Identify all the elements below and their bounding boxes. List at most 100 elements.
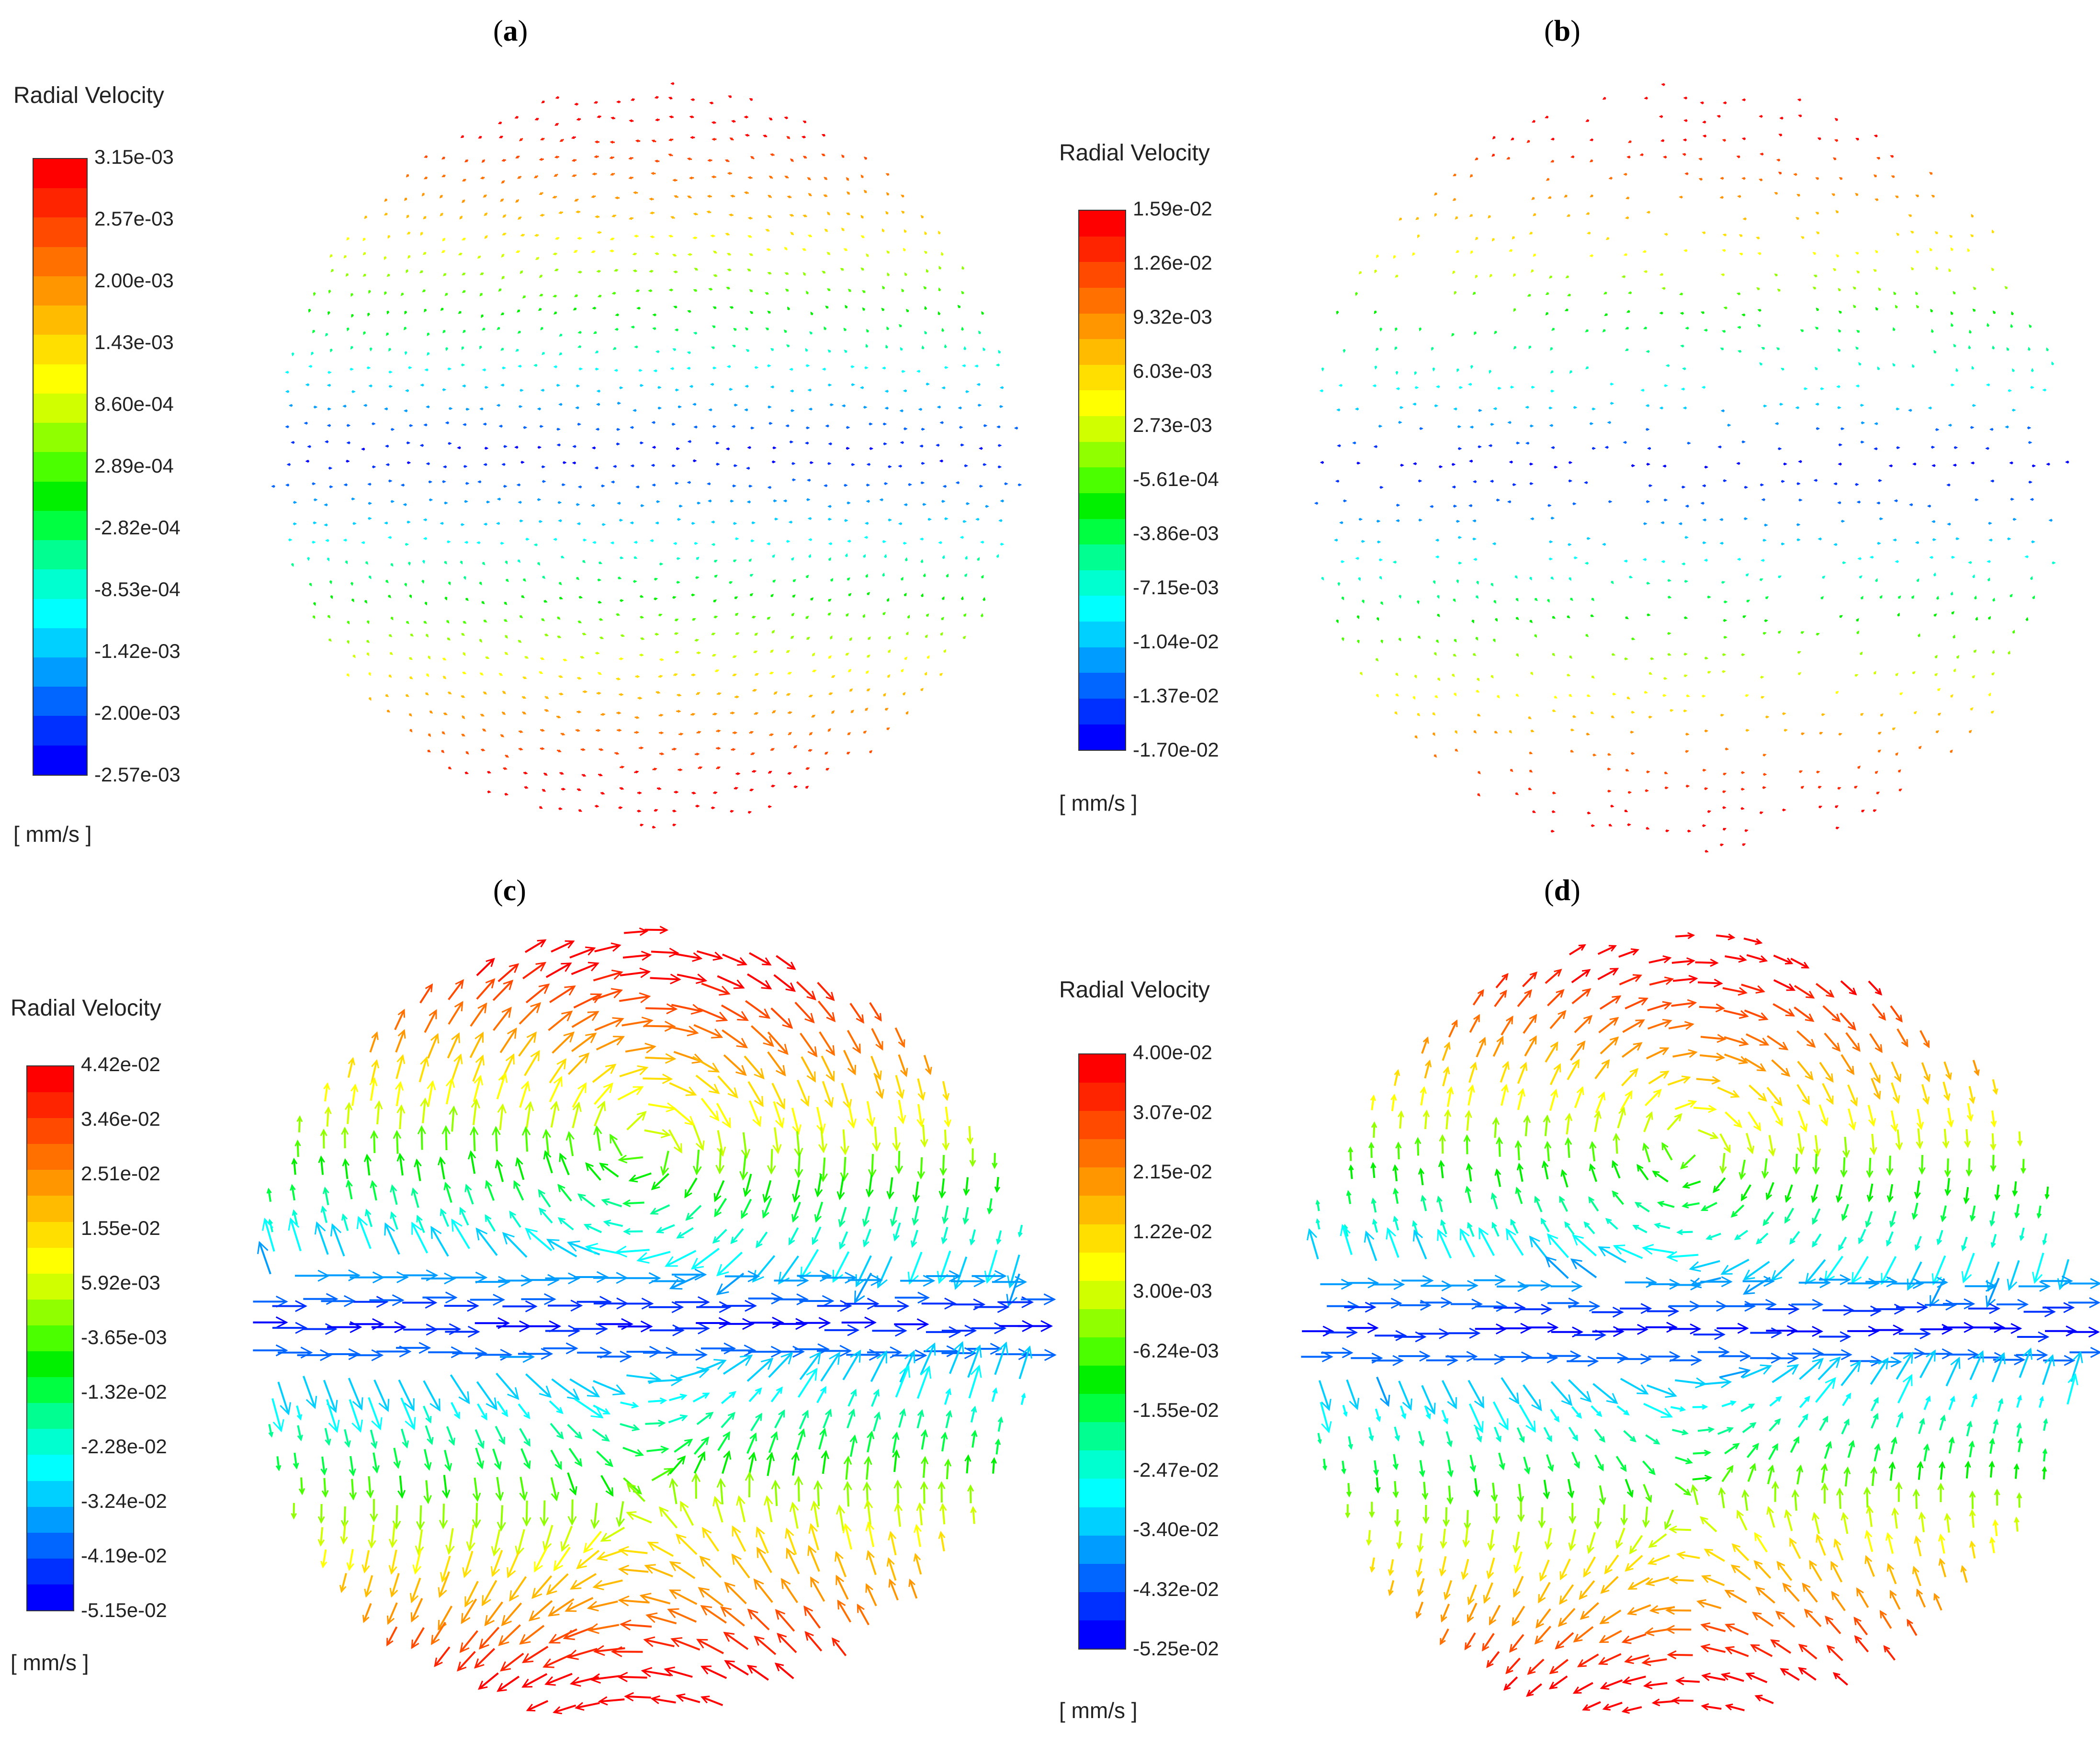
velocity-vector-head (840, 1145, 849, 1155)
velocity-vector-head (922, 428, 926, 431)
velocity-vector-head (423, 423, 427, 427)
velocity-vector-head (1892, 327, 1896, 331)
velocity-vector-head (1608, 790, 1612, 793)
velocity-vector-head (1815, 177, 1819, 180)
velocity-vector-head (948, 1270, 961, 1282)
velocity-vector-head (368, 672, 371, 676)
velocity-vector-head (559, 139, 563, 142)
velocity-vector (427, 1081, 434, 1107)
velocity-vector-head (1934, 673, 1938, 677)
velocity-vector-head (745, 466, 750, 470)
velocity-vector-head (1553, 791, 1557, 794)
velocity-vector-head (941, 596, 945, 600)
velocity-vector-head (384, 257, 387, 260)
velocity-vector-head (557, 1184, 565, 1192)
velocity-vector-head (424, 368, 428, 372)
velocity-vector-head (1719, 542, 1723, 545)
velocity-vector-head (938, 1190, 946, 1199)
velocity-vector-head (540, 214, 543, 217)
velocity-vector (767, 1051, 786, 1076)
velocity-vector-head (573, 307, 576, 311)
velocity-vector-head (1742, 440, 1746, 443)
velocity-vector-head (1888, 464, 1892, 467)
velocity-vector-head (803, 271, 806, 275)
velocity-vector-head (1547, 599, 1550, 603)
velocity-vector-head (1377, 520, 1381, 523)
velocity-vector-head (2006, 347, 2010, 351)
velocity-vector-head (617, 428, 621, 431)
velocity-vector-head (904, 427, 908, 430)
velocity-vector-head (1702, 694, 1706, 698)
velocity-vector-head (768, 770, 772, 774)
velocity-vector (778, 1255, 800, 1284)
velocity-vector-head (575, 210, 579, 214)
velocity-vector-head (2013, 518, 2017, 521)
velocity-vector-head (1736, 155, 1740, 158)
velocity-vector (922, 1124, 926, 1146)
colorbar-band (34, 188, 87, 218)
velocity-vector-head (409, 595, 412, 599)
velocity-vector-head (1812, 252, 1816, 255)
velocity-vector-head (1554, 695, 1558, 699)
velocity-vector (797, 1079, 809, 1106)
velocity-vector-head (568, 1325, 581, 1337)
velocity-vector (911, 1230, 919, 1247)
velocity-vector-head (362, 252, 366, 256)
colorbar-band (34, 335, 87, 364)
velocity-vector-head (1688, 829, 1692, 833)
velocity-vector-head (979, 447, 982, 450)
velocity-vector-head (756, 1240, 763, 1248)
velocity-vector-head (689, 176, 692, 180)
velocity-vector-head (765, 292, 768, 295)
velocity-vector-head (1836, 385, 1840, 388)
velocity-vector-head (1591, 598, 1594, 601)
velocity-vector-head (1397, 503, 1400, 507)
velocity-vector-head (621, 1318, 634, 1330)
velocity-vector-head (1498, 386, 1502, 390)
velocity-vector-head (866, 670, 869, 674)
velocity-vector-head (809, 331, 813, 335)
velocity-vector-head (1822, 713, 1826, 716)
velocity-vector-head (714, 575, 718, 578)
velocity-vector-head (831, 710, 835, 713)
velocity-vector-head (430, 1226, 442, 1239)
velocity-vector-head (640, 1320, 653, 1333)
velocity-vector-head (901, 211, 904, 214)
velocity-vector-head (1532, 120, 1535, 123)
velocity-vector-head (699, 766, 703, 769)
velocity-vector-head (980, 541, 983, 544)
velocity-vector (774, 1127, 779, 1153)
velocity-vector-head (1394, 711, 1398, 715)
colorbar-band (34, 510, 87, 541)
velocity-vector-head (559, 1153, 567, 1162)
velocity-vector (668, 1129, 682, 1153)
velocity-vector-head (680, 733, 684, 736)
velocity-vector-head (1546, 178, 1549, 181)
velocity-vector-head (687, 1025, 699, 1037)
velocity-vector-head (1434, 213, 1437, 217)
velocity-vector (594, 1018, 623, 1031)
velocity-vector-head (630, 426, 633, 429)
velocity-vector-head (1929, 248, 1932, 251)
velocity-vector (669, 1082, 696, 1096)
velocity-vector-head (670, 973, 681, 984)
velocity-vector (411, 1222, 429, 1254)
velocity-vector-head (552, 195, 556, 199)
velocity-vector-head (390, 1211, 397, 1219)
velocity-vector (868, 1175, 873, 1197)
velocity-vector-head (644, 1042, 656, 1053)
velocity-vector-head (768, 364, 771, 367)
velocity-vector-head (561, 555, 565, 558)
velocity-vector-head (749, 98, 753, 101)
velocity-vector-head (396, 1153, 405, 1162)
velocity-vector-head (841, 404, 845, 407)
velocity-vector-head (1815, 367, 1818, 370)
velocity-vector-head (465, 771, 469, 774)
velocity-vector-head (1586, 231, 1591, 235)
colorbar-c (26, 1065, 74, 1611)
velocity-vector-head (2031, 385, 2034, 389)
velocity-vector-head (824, 228, 828, 232)
velocity-vector-head (816, 1123, 826, 1134)
velocity-vector-head (1679, 292, 1683, 295)
velocity-vector (623, 1201, 644, 1205)
